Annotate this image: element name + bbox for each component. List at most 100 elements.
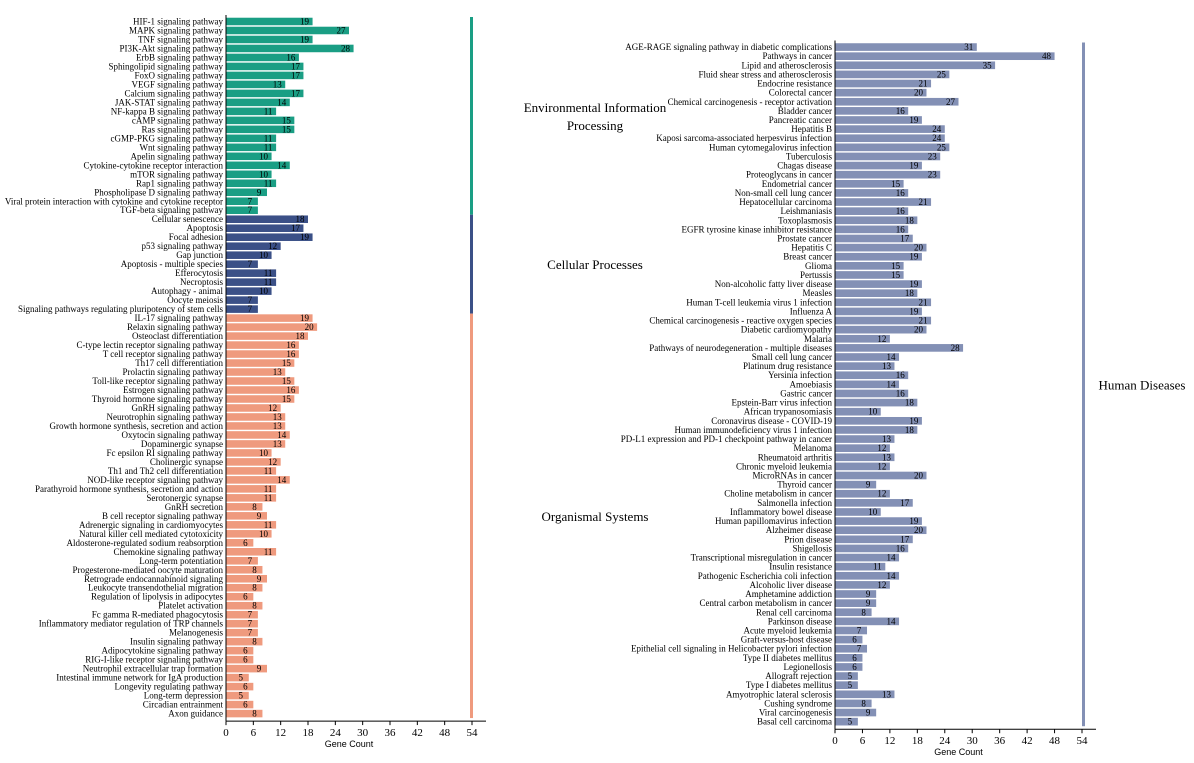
bar <box>226 431 290 439</box>
group-bracket <box>1082 42 1085 727</box>
bar <box>835 644 868 653</box>
value-label: 20 <box>914 325 924 335</box>
category-label: Gap junction <box>176 250 223 260</box>
value-label: 19 <box>300 16 310 26</box>
value-label: 20 <box>914 525 924 535</box>
value-label: 7 <box>248 628 253 638</box>
bar <box>835 280 922 288</box>
value-label: 9 <box>866 480 871 490</box>
bar <box>835 353 900 361</box>
value-label: 17 <box>291 88 301 98</box>
bar <box>835 480 877 489</box>
category-label: Phospholipase D signaling pathway <box>94 187 223 197</box>
category-label: Pathogenic Escherichia coli infection <box>698 571 833 581</box>
value-label: 11 <box>264 466 273 476</box>
value-label: 12 <box>268 403 277 413</box>
bar <box>226 251 272 259</box>
bar <box>226 62 304 71</box>
bar <box>226 521 277 529</box>
value-label: 10 <box>259 250 269 260</box>
category-label: Osteoclast differentiation <box>132 331 224 341</box>
value-label: 7 <box>248 619 253 629</box>
bar <box>226 188 267 197</box>
category-label: AGE-RAGE signaling pathway in diabetic c… <box>625 42 832 52</box>
category-label: Type II diabetes mellitus <box>743 653 833 663</box>
bar <box>835 663 863 671</box>
category-label: Coronavirus disease - COVID-19 <box>711 416 832 426</box>
x-tick-label: 36 <box>385 727 397 739</box>
value-label: 20 <box>305 322 315 332</box>
value-label: 6 <box>243 538 248 548</box>
bar <box>226 386 299 394</box>
category-label: C-type lectin receptor signaling pathway <box>77 340 224 350</box>
bar <box>835 608 872 617</box>
value-label: 6 <box>243 655 248 665</box>
value-label: 19 <box>909 252 919 262</box>
bar <box>835 262 904 270</box>
category-label: mTOR signaling pathway <box>130 169 223 179</box>
category-label: PD-L1 expression and PD-1 checkpoint pat… <box>621 434 832 444</box>
value-label: 7 <box>248 259 253 269</box>
value-label: 6 <box>243 646 248 656</box>
category-label: Diabetic cardiomyopathy <box>741 325 833 335</box>
value-label: 16 <box>286 349 296 359</box>
category-label: VEGF signaling pathway <box>132 79 224 89</box>
value-label: 7 <box>857 625 862 635</box>
value-label: 15 <box>282 376 292 386</box>
category-label: Endocrine resistance <box>757 79 832 89</box>
bar <box>226 646 254 655</box>
bar <box>226 539 254 547</box>
value-label: 11 <box>264 493 273 503</box>
category-label: Hepatitis B <box>791 124 832 134</box>
value-label: 15 <box>891 179 901 189</box>
x-tick-label: 12 <box>884 735 895 747</box>
category-label: Human T-cell leukemia virus 1 infection <box>686 297 832 307</box>
category-label: African trypanosomiasis <box>744 407 833 417</box>
value-label: 9 <box>257 574 262 584</box>
bar <box>835 617 900 626</box>
value-label: 17 <box>291 223 301 233</box>
value-label: 11 <box>264 547 273 557</box>
category-label: Calcium signaling pathway <box>125 88 224 98</box>
value-label: 9 <box>866 708 871 718</box>
value-label: 7 <box>248 610 253 620</box>
category-label: Amyotrophic lateral sclerosis <box>726 689 832 699</box>
x-tick-label: 54 <box>467 727 479 739</box>
value-label: 13 <box>882 434 892 444</box>
bar <box>835 271 904 279</box>
bar <box>835 161 922 170</box>
category-label: Tuberculosis <box>786 151 833 161</box>
bar <box>835 590 877 598</box>
bar <box>226 305 258 313</box>
x-tick-label: 48 <box>439 727 451 739</box>
value-label: 19 <box>909 161 919 171</box>
bar <box>226 179 277 188</box>
category-label: Thyroid cancer <box>777 480 832 490</box>
category-label: Cushing syndrome <box>764 698 832 708</box>
category-label: TNF signaling pathway <box>138 34 223 44</box>
value-label: 5 <box>239 673 244 683</box>
x-axis-title: Gene Count <box>934 747 983 757</box>
bar <box>835 508 881 516</box>
group-bracket <box>470 313 473 719</box>
category-label: Choline metabolism in cancer <box>724 489 832 499</box>
value-label: 24 <box>932 133 942 143</box>
value-label: 18 <box>905 425 915 435</box>
bar <box>226 601 263 610</box>
category-label: Neurotrophin signaling pathway <box>107 412 224 422</box>
value-label: 15 <box>891 270 901 280</box>
value-label: 5 <box>848 680 853 690</box>
value-label: 13 <box>273 367 283 377</box>
bar <box>835 699 872 708</box>
value-label: 8 <box>252 709 257 719</box>
category-label: PI3K-Akt signaling pathway <box>120 43 224 53</box>
bar <box>835 672 858 680</box>
value-label: 16 <box>896 543 906 553</box>
category-label: Cellular senescence <box>152 214 223 224</box>
category-label: NF-kappa B signaling pathway <box>111 106 224 116</box>
value-label: 25 <box>937 69 947 79</box>
value-label: 23 <box>928 170 938 180</box>
value-label: 11 <box>264 277 273 287</box>
value-label: 35 <box>983 60 993 70</box>
